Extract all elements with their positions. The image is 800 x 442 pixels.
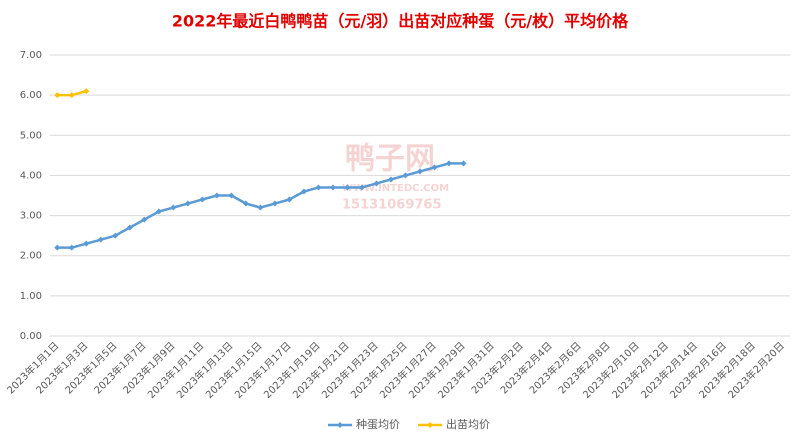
point-marker (271, 200, 278, 207)
y-tick-label: 7.00 (20, 50, 42, 61)
point-marker (170, 204, 177, 211)
watermark-text: 15131069765 (342, 198, 442, 213)
legend-label: 种蛋均价 (356, 417, 400, 431)
point-marker (68, 92, 75, 99)
point-marker (68, 244, 75, 251)
point-marker (155, 208, 162, 215)
legend-label: 出苗均价 (446, 417, 490, 431)
y-tick-label: 5.00 (20, 130, 42, 141)
point-marker (344, 184, 351, 191)
watermark-text: WWW.INTEDC.COM (342, 183, 449, 194)
watermark: 鸭子网 WWW.INTEDC.COM 15131069765 (342, 142, 449, 213)
point-marker (358, 184, 365, 191)
point-marker (83, 240, 90, 247)
point-marker (141, 216, 148, 223)
point-marker (184, 200, 191, 207)
point-marker (329, 184, 336, 191)
legend-marker (337, 422, 343, 428)
point-marker (242, 200, 249, 207)
x-tick-label: 2023年1月1日 (4, 339, 61, 396)
point-marker (387, 176, 394, 183)
y-tick-label: 0.00 (20, 331, 42, 342)
point-marker (199, 196, 206, 203)
point-marker (315, 184, 322, 191)
point-marker (417, 168, 423, 175)
point-marker (54, 244, 61, 251)
point-marker (126, 224, 133, 231)
y-tick-label: 6.00 (20, 90, 42, 101)
point-marker (431, 164, 438, 171)
point-marker (446, 160, 453, 167)
y-tick-label: 1.00 (20, 291, 42, 302)
legend-marker (427, 422, 433, 428)
point-marker (213, 192, 220, 199)
point-marker (402, 172, 409, 179)
y-tick-label: 4.00 (20, 170, 42, 181)
point-marker (286, 196, 293, 203)
point-marker (112, 232, 119, 239)
point-marker (460, 160, 467, 167)
point-marker (97, 236, 104, 243)
point-marker (54, 92, 61, 99)
point-marker (257, 204, 264, 211)
y-tick-label: 2.00 (20, 251, 42, 262)
point-marker (228, 192, 235, 199)
chart-title: 2022年最近白鸭鸭苗（元/羽）出苗对应种蛋（元/枚）平均价格 (172, 12, 629, 31)
y-tick-label: 3.00 (20, 211, 42, 222)
point-marker (300, 188, 307, 195)
point-marker (83, 88, 90, 95)
point-marker (373, 180, 380, 187)
